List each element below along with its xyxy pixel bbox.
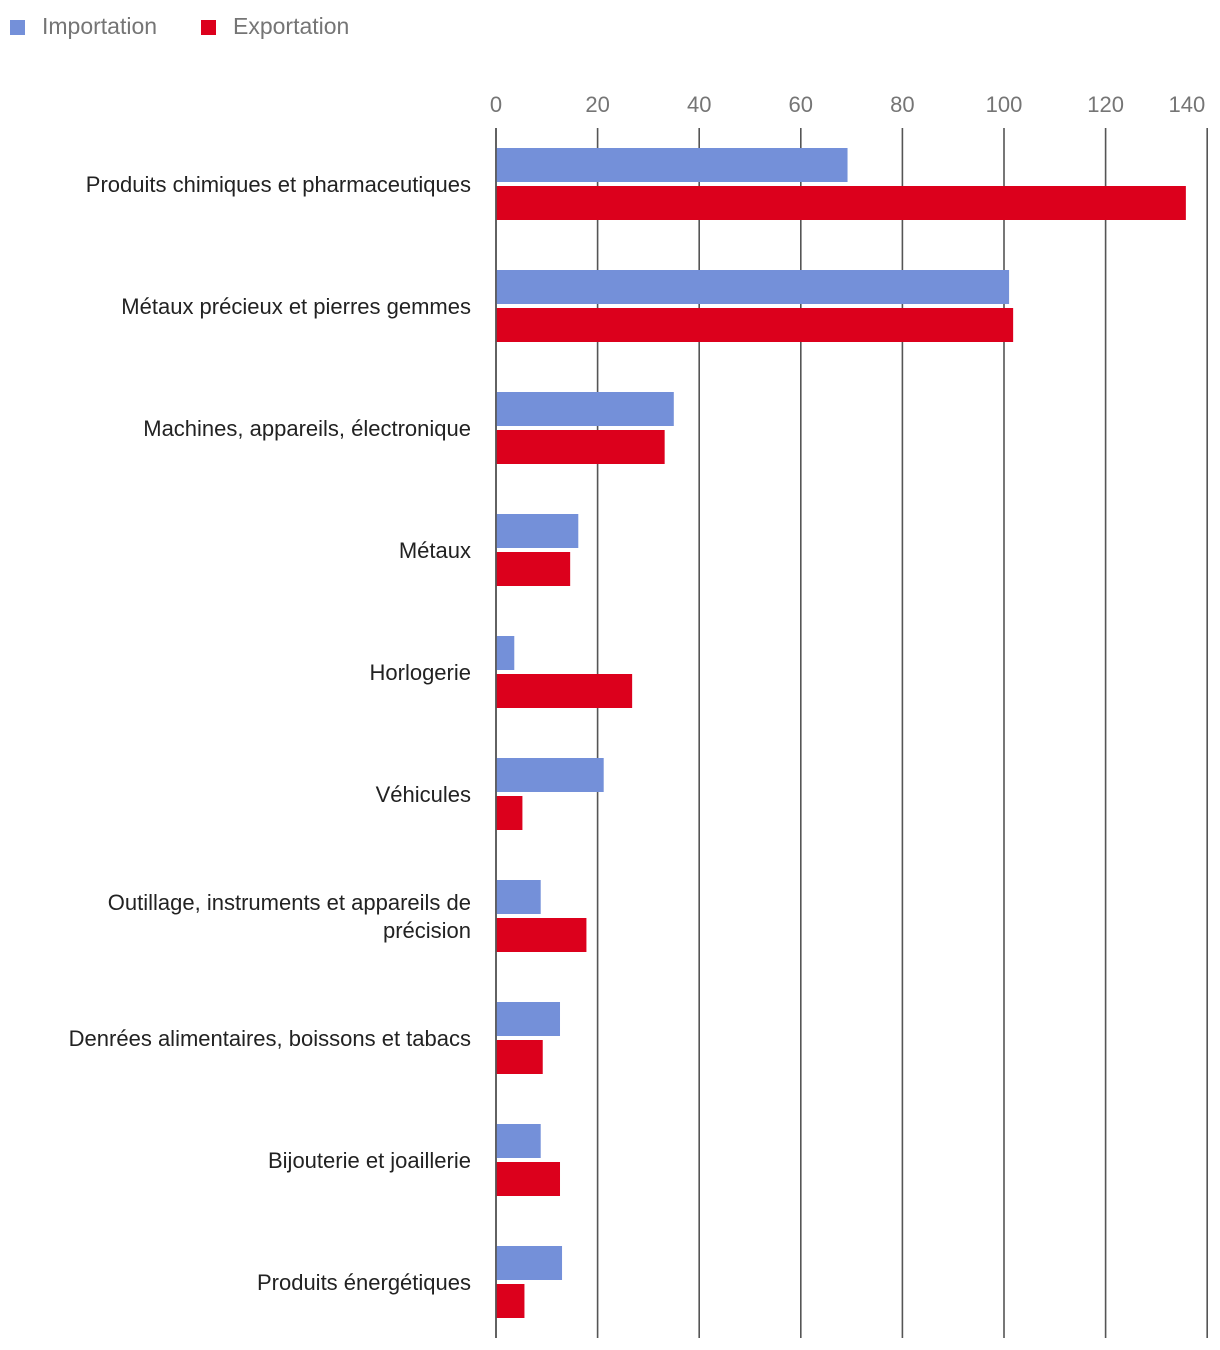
category-label-5: Véhicules xyxy=(376,782,471,807)
legend-label-importation: Importation xyxy=(42,13,157,39)
bar-importation-1 xyxy=(496,270,1010,304)
category-label-0: Produits chimiques et pharmaceutiques xyxy=(86,172,471,197)
category-label-9: Produits énergétiques xyxy=(257,1270,471,1295)
bar-exportation-6 xyxy=(496,918,587,952)
x-tick-label-120: 120 xyxy=(1087,92,1124,117)
bar-exportation-7 xyxy=(496,1040,543,1074)
x-axis-tick-labels: 0 20 40 60 80 100 120 140 xyxy=(490,92,1205,117)
category-label-1: Métaux précieux et pierres gemmes xyxy=(121,294,471,319)
bar-exportation-2 xyxy=(496,430,665,464)
x-tick-label-20: 20 xyxy=(585,92,609,117)
x-tick-label-140: 140 xyxy=(1168,92,1205,117)
bars xyxy=(495,128,1186,1338)
legend: Importation Exportation xyxy=(10,13,349,39)
bar-importation-4 xyxy=(496,636,515,670)
x-tick-label-0: 0 xyxy=(490,92,502,117)
x-tick-label-100: 100 xyxy=(986,92,1023,117)
x-tick-label-40: 40 xyxy=(687,92,711,117)
bar-importation-2 xyxy=(496,392,674,426)
bar-exportation-9 xyxy=(496,1284,525,1318)
bar-exportation-1 xyxy=(496,308,1014,342)
x-tick-label-80: 80 xyxy=(890,92,914,117)
x-tick-label-60: 60 xyxy=(789,92,813,117)
bar-importation-9 xyxy=(496,1246,563,1280)
category-label-2: Machines, appareils, électronique xyxy=(143,416,471,441)
bar-importation-3 xyxy=(496,514,579,548)
category-label-3: Métaux xyxy=(399,538,471,563)
legend-swatch-exportation xyxy=(201,20,216,35)
category-label-6-line-1: précision xyxy=(383,918,471,943)
bar-exportation-5 xyxy=(496,796,523,830)
bar-exportation-0 xyxy=(496,186,1186,220)
bar-importation-8 xyxy=(496,1124,541,1158)
category-label-8: Bijouterie et joaillerie xyxy=(268,1148,471,1173)
category-labels: Produits chimiques et pharmaceutiques Mét… xyxy=(69,172,471,1295)
category-label-7: Denrées alimentaires, boissons et tabacs xyxy=(69,1026,471,1051)
bar-exportation-8 xyxy=(496,1162,561,1196)
bar-exportation-4 xyxy=(496,674,633,708)
bar-exportation-3 xyxy=(496,552,571,586)
bar-importation-6 xyxy=(496,880,541,914)
bar-importation-7 xyxy=(496,1002,561,1036)
category-label-4: Horlogerie xyxy=(370,660,472,685)
bar-importation-0 xyxy=(496,148,848,182)
bar-importation-5 xyxy=(496,758,604,792)
category-label-6-line-0: Outillage, instruments et appareils de xyxy=(108,890,471,915)
legend-label-exportation: Exportation xyxy=(233,13,349,39)
legend-swatch-importation xyxy=(10,20,25,35)
